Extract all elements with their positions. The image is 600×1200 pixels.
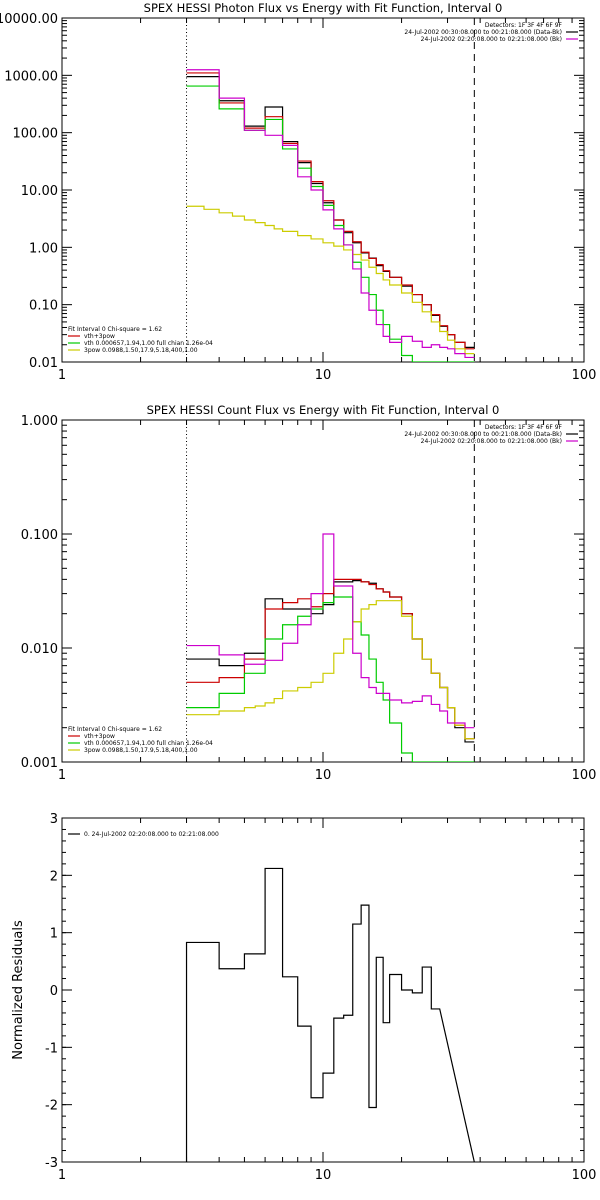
series-line-4 <box>186 533 475 729</box>
count-flux-panel: SPEX HESSI Count Flux vs Energy with Fit… <box>21 403 597 783</box>
legend-entry: 3pow 0.0988,1.50,17.9,5.18,400,1.00 <box>84 747 198 754</box>
residuals-panel: 1 10 100 -3 -2 -1 0 1 2 3 Normalized Residuals 0. 2… <box>11 812 596 1183</box>
series-line-4 <box>186 69 475 359</box>
legend-entry: 3pow 0.0988,1.50,17.9,5.18,400,1.00 <box>84 347 198 354</box>
y-tick-label: 0.100 <box>21 528 58 543</box>
y-axis-label: Normalized Residuals <box>11 920 26 1060</box>
legend-entry: vth+3pow <box>84 333 115 340</box>
header-line: 24-Jul-2002 02:20:08.000 to 02:21:08.000… <box>421 438 562 445</box>
x-tick-label: 1 <box>58 1168 66 1183</box>
x-tick-label: 1 <box>58 768 66 783</box>
series-line-3 <box>186 205 475 355</box>
photon-flux-panel: SPEX HESSI Photon Flux vs Energy with Fi… <box>0 1 596 383</box>
series-group <box>186 69 475 362</box>
y-tick-label: -2 <box>45 1099 58 1114</box>
y-tick-label: 0 <box>50 984 58 999</box>
y-tick-label: -1 <box>45 1041 58 1056</box>
legend-entry: vth+3pow <box>84 733 115 740</box>
y-tick-label: 1.000 <box>21 414 58 429</box>
x-tick-label: 100 <box>572 768 597 783</box>
header-line: 24-Jul-2002 02:20:08.000 to 02:21:08.000… <box>421 36 562 43</box>
y-tick-label: 10000.00 <box>0 12 58 27</box>
header-line: 24-Jul-2002 00:30:08.000 to 00:21:08.000… <box>404 431 562 438</box>
y-tick-label: 3 <box>50 812 58 827</box>
legend-entry: vth 0.000657,1.94,1.00 full chian 1.26e-… <box>84 340 213 347</box>
series-group <box>185 867 475 1162</box>
legend-entry: Fit Interval 0 Chi-square = 1.62 <box>68 326 162 333</box>
series-line-0 <box>185 867 475 1162</box>
y-tick-label: 1 <box>50 927 58 942</box>
x-tick-label: 1 <box>58 368 66 383</box>
y-tick-label: 0.010 <box>21 642 58 657</box>
y-tick-label: -3 <box>45 1156 58 1171</box>
x-tick-label: 10 <box>315 768 332 783</box>
series-group <box>186 533 475 762</box>
x-tick-label: 100 <box>572 368 597 383</box>
x-tick-label: 100 <box>572 1168 597 1183</box>
legend-entry: 0. 24-Jul-2002 02:20:08.000 to 02:21:08.… <box>84 831 219 838</box>
header-line: Detectors: 1F 3F 4F 6F 9F <box>485 424 563 431</box>
y-tick-label: 2 <box>50 869 58 884</box>
y-tick-label: 10.00 <box>21 184 58 199</box>
chart-title: SPEX HESSI Photon Flux vs Energy with Fi… <box>144 1 503 15</box>
series-line-1 <box>186 72 475 350</box>
y-tick-label: 1.00 <box>29 241 58 256</box>
series-line-2 <box>186 596 475 762</box>
x-tick-label: 10 <box>315 1168 332 1183</box>
header-line: Detectors: 1F 3F 4F 6F 9F <box>485 22 563 29</box>
y-tick-label: 0.001 <box>21 756 58 771</box>
y-tick-label: 100.00 <box>13 127 59 142</box>
y-tick-label: 1000.00 <box>4 69 58 84</box>
legend-entry: vth 0.000657,1.94,1.00 full chian 1.26e-… <box>84 740 213 747</box>
legend-entry: Fit Interval 0 Chi-square = 1.62 <box>68 726 162 733</box>
chart-title: SPEX HESSI Count Flux vs Energy with Fit… <box>147 403 500 417</box>
header-line: 24-Jul-2002 00:30:08.000 to 00:21:08.000… <box>404 29 562 36</box>
x-tick-label: 10 <box>315 368 332 383</box>
y-tick-label: 0.10 <box>29 299 58 314</box>
y-tick-label: 0.01 <box>29 356 58 371</box>
plot-frame <box>61 817 585 1163</box>
series-line-3 <box>186 600 475 740</box>
